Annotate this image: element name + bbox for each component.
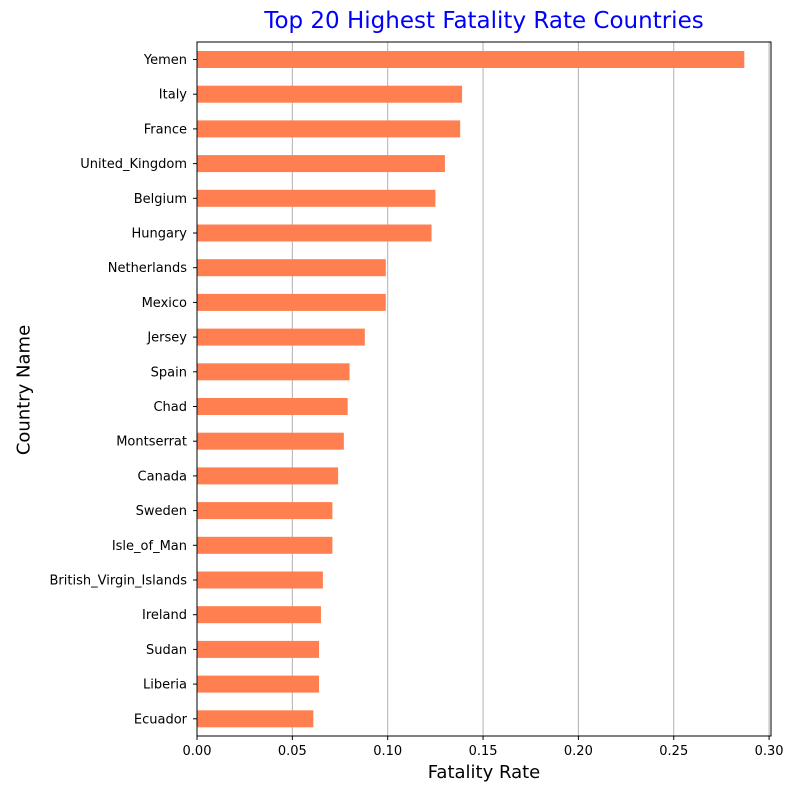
y-tick-label: United_Kingdom xyxy=(80,157,187,172)
x-tick-label: 0.30 xyxy=(755,744,784,759)
y-tick-label: Netherlands xyxy=(108,261,187,276)
bar-jersey xyxy=(197,328,365,346)
y-tick-label: Isle_of_Man xyxy=(112,539,187,554)
y-axis-label: Country Name xyxy=(13,324,35,456)
bar-united-kingdom xyxy=(197,155,445,173)
bar-british-virgin-islands xyxy=(197,571,323,589)
bar-mexico xyxy=(197,293,386,311)
bar-netherlands xyxy=(197,259,386,277)
bar-belgium xyxy=(197,189,436,207)
x-tick-label: 0.10 xyxy=(373,744,402,759)
bar-canada xyxy=(197,467,339,485)
bar-isle-of-man xyxy=(197,536,333,554)
y-tick-label: Jersey xyxy=(146,331,187,346)
y-tick-label: Sudan xyxy=(146,643,187,658)
x-tick-label: 0.00 xyxy=(183,744,212,759)
bar-sudan xyxy=(197,640,320,658)
bar-yemen xyxy=(197,51,745,68)
y-tick-label: Montserrat xyxy=(116,435,187,450)
y-tick-label: Spain xyxy=(151,365,187,380)
y-tick-label: Canada xyxy=(138,469,187,484)
x-tick-label: 0.05 xyxy=(278,744,307,759)
y-tick-label: Mexico xyxy=(142,296,187,311)
bar-montserrat xyxy=(197,432,344,450)
y-tick-label: Liberia xyxy=(143,678,187,693)
y-tick-label: Italy xyxy=(159,88,188,103)
x-axis-label: Fatality Rate xyxy=(427,762,541,783)
bar-ecuador xyxy=(197,710,314,728)
y-tick-label: Chad xyxy=(153,400,187,415)
bar-ireland xyxy=(197,606,321,624)
y-tick-label: British_Virgin_Islands xyxy=(50,574,188,589)
bar-liberia xyxy=(197,675,320,693)
y-tick-label: Belgium xyxy=(134,192,187,207)
bar-france xyxy=(197,120,461,138)
bar-italy xyxy=(197,85,463,103)
bar-chad xyxy=(197,398,348,415)
chart-title: Top 20 Highest Fatality Rate Countries xyxy=(264,8,704,34)
bar-sweden xyxy=(197,502,333,520)
x-tick-label: 0.20 xyxy=(564,744,593,759)
y-tick-label: Yemen xyxy=(143,53,187,68)
bar-hungary xyxy=(197,224,432,242)
y-tick-label: Sweden xyxy=(136,504,187,519)
y-tick-label: France xyxy=(144,122,187,137)
bar-spain xyxy=(197,363,350,381)
y-tick-label: Ecuador xyxy=(134,712,188,727)
y-tick-label: Ireland xyxy=(142,608,187,623)
x-tick-label: 0.15 xyxy=(469,744,498,759)
y-tick-label: Hungary xyxy=(131,227,187,242)
plot-frame xyxy=(196,41,772,737)
x-tick-label: 0.25 xyxy=(659,744,688,759)
